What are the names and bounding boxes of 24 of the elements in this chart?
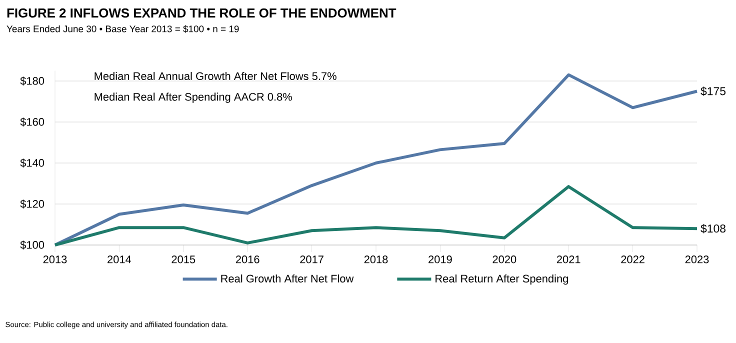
y-tick-label: $160 (20, 118, 44, 126)
annotation: $108 (700, 224, 726, 234)
x-tick-label: 2017 (300, 256, 324, 264)
y-tick-label: $140 (20, 158, 44, 168)
x-tick-label: 2020 (492, 256, 516, 264)
x-tick-label: 2023 (685, 256, 709, 264)
legend-label: Real Return After Spending (436, 274, 568, 285)
annotation: Median Real After Spending AACR 0.8% (94, 92, 292, 103)
y-tick-label: $180 (20, 76, 44, 86)
x-tick-label: 2019 (428, 256, 452, 264)
chart-title: FIGURE 2 INFLOWS EXPAND THE ROLE OF THE ENDOWMENT (7, 8, 396, 18)
y-tick-label: $120 (20, 200, 44, 208)
x-tick-label: 2016 (236, 256, 260, 264)
x-tick-label: 2022 (621, 256, 644, 264)
x-tick-label: 2021 (556, 256, 580, 264)
x-tick-label: 2014 (108, 256, 132, 264)
annotation: Median Real Annual Growth After Net Flows 5.7% (94, 72, 336, 80)
y-tick-label: $100 (20, 240, 44, 250)
x-tick-label: 2013 (43, 256, 67, 264)
x-tick-label: 2015 (172, 256, 196, 264)
legend-label: Real Growth After Net Flow (221, 274, 354, 283)
x-tick-label: 2018 (364, 256, 388, 264)
chart-subtitle: Years Ended June 30 • Base Year 2013 = $100 • n = 19 (6, 25, 239, 33)
annotation: $175 (700, 86, 726, 96)
